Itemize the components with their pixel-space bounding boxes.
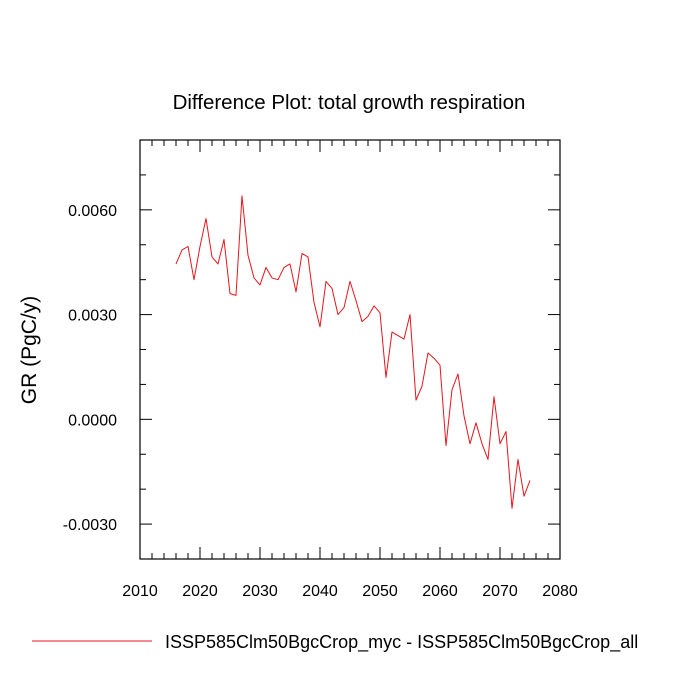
legend-label: ISSP585Clm50BgcCrop_myc - ISSP585Clm50Bg… [165, 632, 638, 653]
series-group [175, 195, 531, 509]
x-tick-label: 2030 [242, 583, 278, 600]
x-tick-label: 2060 [422, 583, 458, 600]
y-axis: -0.0030 0.0000 0.0030 0.0060 [63, 139, 560, 560]
x-tick-label: 2020 [182, 583, 218, 600]
y-tick-label: 0.0030 [68, 308, 117, 325]
x-tick-label: 2010 [122, 583, 158, 600]
chart-title: Difference Plot: total growth respiratio… [173, 91, 526, 114]
x-axis: 2010 2020 2030 2040 2050 2060 2070 2080 [122, 140, 578, 600]
x-tick-label: 2080 [542, 583, 578, 600]
y-tick-label: 0.0000 [68, 412, 117, 429]
series-line [175, 195, 531, 509]
x-tick-label: 2070 [482, 583, 518, 600]
y-tick-label: -0.0030 [63, 517, 117, 534]
y-axis-label: GR (PgC/y) [18, 296, 41, 405]
x-tick-label: 2050 [362, 583, 398, 600]
plot-frame-border [139, 139, 561, 560]
x-tick-label: 2040 [302, 583, 338, 600]
plot-frame [139, 139, 561, 560]
y-tick-label: 0.0060 [68, 203, 117, 220]
legend: ISSP585Clm50BgcCrop_myc - ISSP585Clm50Bg… [32, 632, 638, 653]
